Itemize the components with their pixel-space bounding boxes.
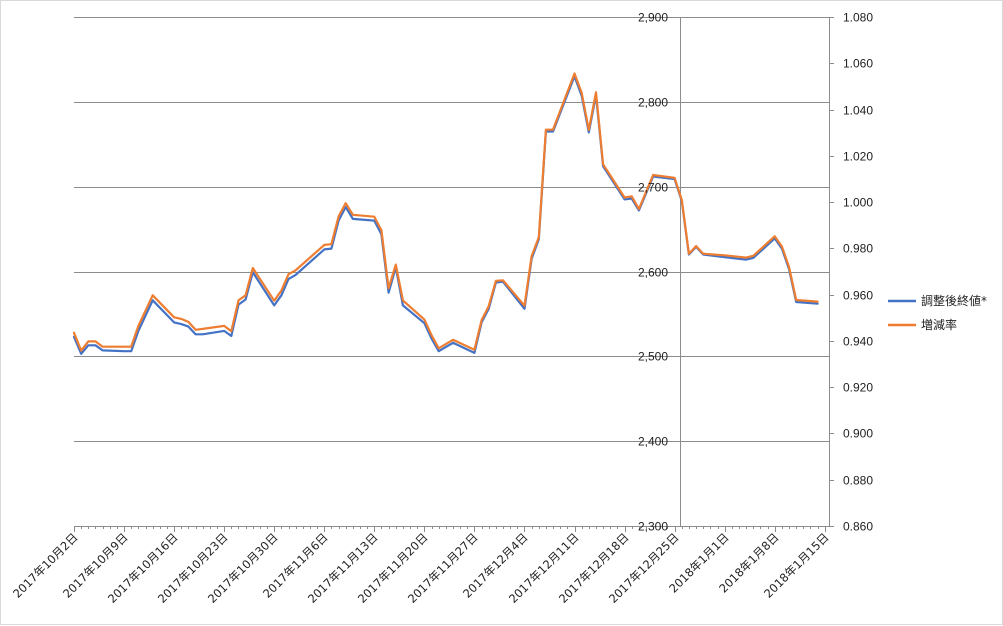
left-tick-label: 2,300 (638, 520, 668, 534)
right-tick-label: 1.040 (843, 104, 873, 118)
left-tick-label: 2,500 (638, 350, 668, 364)
right-tick-label: 0.860 (843, 520, 873, 534)
left-tick-label: 2,400 (638, 435, 668, 449)
series-line-change-rate (72, 72, 819, 352)
right-tick-label: 0.980 (843, 242, 873, 256)
axes (74, 17, 834, 532)
left-tick-label: 2,700 (638, 181, 668, 195)
left-tick-label: 2,800 (638, 96, 668, 110)
legend-label: 増減率 (921, 317, 957, 332)
gridlines (74, 17, 829, 527)
legend: 調整後終値* 増減率 (888, 293, 987, 332)
left-axis-ticks: 2,300 2,400 2,500 2,600 2,700 2,800 2,900 (638, 11, 668, 534)
right-axis-ticks: 0.860 0.880 0.900 0.920 0.940 0.960 0.980 1.000… (843, 11, 873, 534)
series-lines (72, 72, 819, 355)
right-tick-label: 1.060 (843, 57, 873, 71)
right-tick-label: 0.880 (843, 474, 873, 488)
right-tick-label: 1.080 (843, 11, 873, 25)
right-tick-label: 1.020 (843, 150, 873, 164)
right-tick-label: 0.940 (843, 335, 873, 349)
legend-label: 調整後終値* (921, 293, 987, 308)
right-tick-label: 0.960 (843, 289, 873, 303)
left-tick-label: 2,900 (638, 11, 668, 25)
left-tick-label: 2,600 (638, 266, 668, 280)
series-line-adjusted-close (72, 75, 819, 355)
right-tick-label: 0.920 (843, 381, 873, 395)
right-tick-label: 0.900 (843, 427, 873, 441)
x-axis-ticks: 2017年10月2日2017年10月9日2017年10月16日2017年10月2… (10, 530, 832, 606)
right-tick-label: 1.000 (843, 196, 873, 210)
